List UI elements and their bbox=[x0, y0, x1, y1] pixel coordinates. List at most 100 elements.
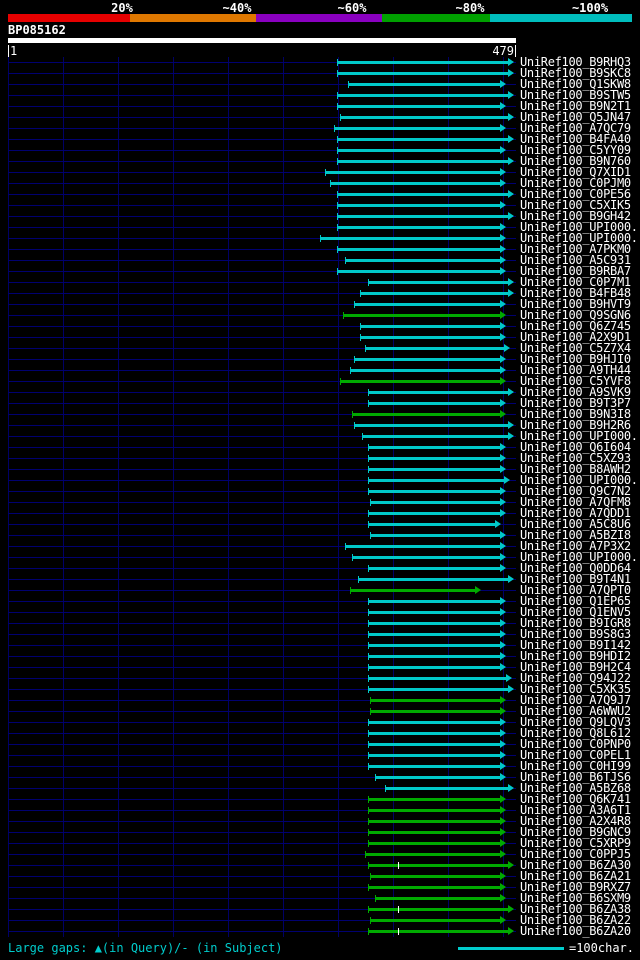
hit-bar[interactable] bbox=[370, 534, 500, 537]
hit-label[interactable]: UniRef100_B9SKC8 bbox=[520, 66, 631, 80]
hit-label[interactable]: UniRef100_B6ZA22 bbox=[520, 913, 631, 927]
hit-label[interactable]: UniRef100_B6TJS6 bbox=[520, 770, 631, 784]
hit-label[interactable]: UniRef100_C5XK35 bbox=[520, 682, 631, 696]
hit-label[interactable]: UniRef100_C0PPJ5 bbox=[520, 847, 631, 861]
hit-bar[interactable] bbox=[368, 479, 504, 482]
hit-bar[interactable] bbox=[354, 303, 500, 306]
hit-label[interactable]: UniRef100_B9GH42 bbox=[520, 209, 631, 223]
hit-bar[interactable] bbox=[320, 237, 500, 240]
hit-bar[interactable] bbox=[334, 127, 500, 130]
hit-label[interactable]: UniRef100_A9SVK9 bbox=[520, 385, 631, 399]
hit-label[interactable]: UniRef100_Q0DD64 bbox=[520, 561, 631, 575]
hit-bar[interactable] bbox=[352, 413, 500, 416]
hit-label[interactable]: UniRef100_A5C8U6 bbox=[520, 517, 631, 531]
hit-label[interactable]: UniRef100_UPI000... bbox=[520, 550, 640, 564]
hit-label[interactable]: UniRef100_B6ZA20 bbox=[520, 924, 631, 938]
hit-bar[interactable] bbox=[368, 644, 500, 647]
hit-bar[interactable] bbox=[368, 622, 500, 625]
hit-bar[interactable] bbox=[337, 204, 500, 207]
hit-label[interactable]: UniRef100_B9GNC9 bbox=[520, 825, 631, 839]
hit-label[interactable]: UniRef100_Q9SGN6 bbox=[520, 308, 631, 322]
hit-label[interactable]: UniRef100_B9N2T1 bbox=[520, 99, 631, 113]
hit-label[interactable]: UniRef100_B6ZA38 bbox=[520, 902, 631, 916]
hit-label[interactable]: UniRef100_A5BZ68 bbox=[520, 781, 631, 795]
hit-label[interactable]: UniRef100_B9I142 bbox=[520, 638, 631, 652]
hit-label[interactable]: UniRef100_UPI000... bbox=[520, 220, 640, 234]
hit-label[interactable]: UniRef100_Q94J22 bbox=[520, 671, 631, 685]
hit-label[interactable]: UniRef100_A7Q9J7 bbox=[520, 693, 631, 707]
hit-label[interactable]: UniRef100_UPI000... bbox=[520, 473, 640, 487]
hit-label[interactable]: UniRef100_B6SXM9 bbox=[520, 891, 631, 905]
hit-label[interactable]: UniRef100_C5YVF8 bbox=[520, 374, 631, 388]
hit-bar[interactable] bbox=[354, 358, 500, 361]
hit-label[interactable]: UniRef100_B9N760 bbox=[520, 154, 631, 168]
hit-bar[interactable] bbox=[362, 435, 508, 438]
hit-bar[interactable] bbox=[368, 468, 500, 471]
hit-bar[interactable] bbox=[368, 490, 500, 493]
hit-bar[interactable] bbox=[343, 314, 500, 317]
hit-bar[interactable] bbox=[368, 754, 500, 757]
hit-label[interactable]: UniRef100_B9H2R6 bbox=[520, 418, 631, 432]
hit-label[interactable]: UniRef100_A7PKM0 bbox=[520, 242, 631, 256]
hit-bar[interactable] bbox=[370, 699, 500, 702]
hit-label[interactable]: UniRef100_A2X4R8 bbox=[520, 814, 631, 828]
hit-label[interactable]: UniRef100_C5XIK5 bbox=[520, 198, 631, 212]
hit-bar[interactable] bbox=[337, 193, 508, 196]
hit-label[interactable]: UniRef100_B9IGR8 bbox=[520, 616, 631, 630]
hit-bar[interactable] bbox=[368, 688, 508, 691]
hit-label[interactable]: UniRef100_A7QDD1 bbox=[520, 506, 631, 520]
hit-bar[interactable] bbox=[368, 666, 500, 669]
hit-bar[interactable] bbox=[368, 655, 500, 658]
hit-bar[interactable] bbox=[368, 820, 500, 823]
hit-bar[interactable] bbox=[368, 930, 508, 933]
hit-label[interactable]: UniRef100_A2X9D1 bbox=[520, 330, 631, 344]
hit-bar[interactable] bbox=[368, 732, 500, 735]
hit-bar[interactable] bbox=[368, 798, 500, 801]
hit-bar[interactable] bbox=[368, 402, 500, 405]
hit-bar[interactable] bbox=[368, 743, 500, 746]
hit-label[interactable]: UniRef100_UPI000... bbox=[520, 429, 640, 443]
hit-label[interactable]: UniRef100_Q1SKW8 bbox=[520, 77, 631, 91]
hit-bar[interactable] bbox=[340, 116, 508, 119]
hit-bar[interactable] bbox=[368, 677, 506, 680]
hit-bar[interactable] bbox=[345, 545, 500, 548]
hit-label[interactable]: UniRef100_B9H2C4 bbox=[520, 660, 631, 674]
hit-bar[interactable] bbox=[337, 72, 508, 75]
hit-label[interactable]: UniRef100_C0PEL1 bbox=[520, 748, 631, 762]
hit-bar[interactable] bbox=[368, 721, 500, 724]
hit-bar[interactable] bbox=[370, 875, 500, 878]
hit-label[interactable]: UniRef100_Q7XID1 bbox=[520, 165, 631, 179]
hit-bar[interactable] bbox=[375, 776, 500, 779]
hit-label[interactable]: UniRef100_B4FB48 bbox=[520, 286, 631, 300]
hit-bar[interactable] bbox=[368, 908, 508, 911]
hit-label[interactable]: UniRef100_Q1ENV5 bbox=[520, 605, 631, 619]
hit-bar[interactable] bbox=[375, 897, 500, 900]
hit-bar[interactable] bbox=[365, 853, 500, 856]
hit-label[interactable]: UniRef100_B9HVT9 bbox=[520, 297, 631, 311]
hit-bar[interactable] bbox=[337, 248, 500, 251]
hit-label[interactable]: UniRef100_A5BZI8 bbox=[520, 528, 631, 542]
hit-label[interactable]: UniRef100_C5XRP9 bbox=[520, 836, 631, 850]
hit-bar[interactable] bbox=[368, 633, 500, 636]
hit-label[interactable]: UniRef100_Q9LQV3 bbox=[520, 715, 631, 729]
hit-bar[interactable] bbox=[368, 842, 500, 845]
hit-bar[interactable] bbox=[365, 347, 504, 350]
hit-label[interactable]: UniRef100_B9N3I8 bbox=[520, 407, 631, 421]
hit-label[interactable]: UniRef100_A9TH44 bbox=[520, 363, 631, 377]
hit-bar[interactable] bbox=[368, 391, 508, 394]
hit-bar[interactable] bbox=[345, 259, 500, 262]
hit-label[interactable]: UniRef100_B9STW5 bbox=[520, 88, 631, 102]
hit-label[interactable]: UniRef100_C5YY09 bbox=[520, 143, 631, 157]
hit-label[interactable]: UniRef100_C5Z7X4 bbox=[520, 341, 631, 355]
hit-bar[interactable] bbox=[337, 160, 508, 163]
hit-bar[interactable] bbox=[354, 424, 508, 427]
hit-label[interactable]: UniRef100_B9HDI2 bbox=[520, 649, 631, 663]
hit-bar[interactable] bbox=[350, 369, 500, 372]
hit-bar[interactable] bbox=[370, 919, 500, 922]
hit-bar[interactable] bbox=[358, 578, 508, 581]
hit-bar[interactable] bbox=[360, 325, 500, 328]
hit-bar[interactable] bbox=[337, 105, 500, 108]
hit-label[interactable]: UniRef100_B9T3P7 bbox=[520, 396, 631, 410]
hit-bar[interactable] bbox=[370, 710, 500, 713]
hit-bar[interactable] bbox=[360, 292, 508, 295]
